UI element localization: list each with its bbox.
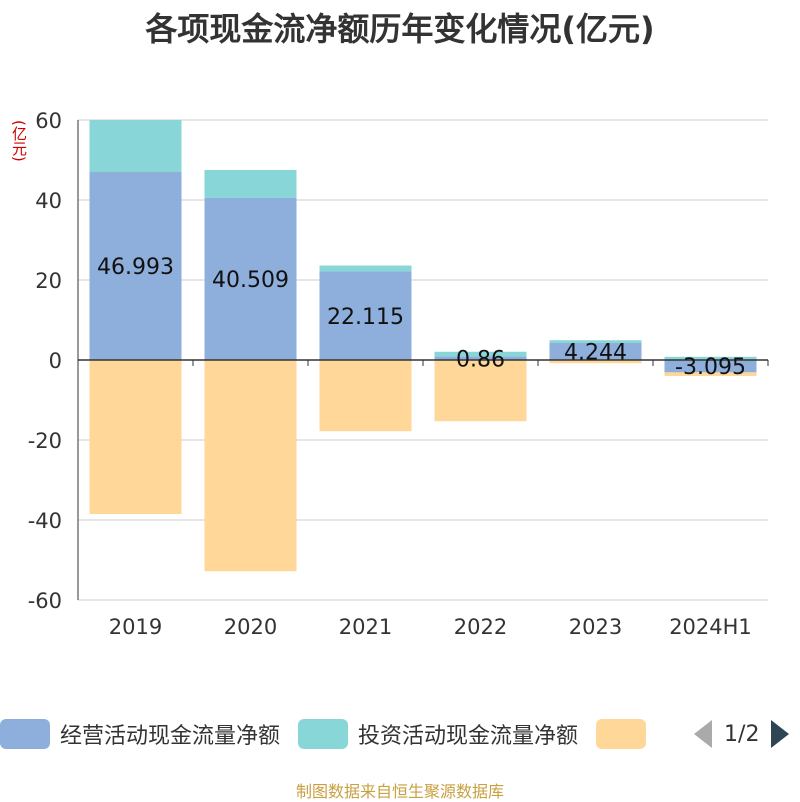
x-tick-label: 2022 [454,615,507,639]
data-label: 22.115 [327,305,404,330]
legend-page-indicator: 1/2 [724,721,760,747]
x-tick-label: 2023 [569,615,622,639]
bar-2020-series-2 [204,360,297,572]
bar-2020-series-1 [204,169,297,198]
y-tick-label: 60 [35,109,62,133]
bar-2019-series-0 [89,172,182,360]
legend-swatch [298,719,349,749]
legend-item-investing[interactable]: 投资活动现金流量净额 [298,718,578,750]
x-tick-label: 2024H1 [669,615,752,639]
x-tick-label: 2021 [339,615,392,639]
next-page-icon[interactable] [771,720,790,748]
bar-2022-series-1 [434,351,527,357]
legend-item-financing[interactable] [596,719,656,749]
bar-2021-series-1 [319,265,412,272]
legend-label: 经营活动现金流量净额 [60,724,281,749]
bar-2023-series-0 [549,343,642,360]
prev-page-icon[interactable] [694,720,713,748]
bar-2021-series-2 [319,360,412,432]
data-label: 4.244 [564,341,627,366]
bar-2021-series-0 [319,271,412,360]
bar-2024H1-series-0 [664,360,757,373]
bar-2023-series-2 [549,360,642,364]
y-tick-label: 40 [35,189,62,213]
x-tick-label: 2019 [109,615,162,639]
bar-2019-series-1 [89,120,182,173]
legend-label: 投资活动现金流量净额 [358,724,579,749]
bar-2020-series-0 [204,197,297,360]
data-label: 0.86 [456,347,505,372]
legend-pager: 1/2 [694,720,790,748]
data-source-note: 制图数据来自恒生聚源数据库 [295,782,504,801]
bar-2024H1-series-1 [664,356,757,360]
chart-title: 各项现金流净额历年变化情况(亿元) [145,10,655,48]
y-tick-label: -20 [28,429,62,453]
x-tick-label: 2020 [224,615,277,639]
data-label: 46.993 [97,255,174,280]
legend: 经营活动现金流量净额 投资活动现金流量净额 1/2 [0,716,800,752]
bar-2022-series-2 [434,360,527,422]
y-axis-unit: (亿元) [10,120,28,162]
bar-2023-series-1 [549,340,642,344]
bar-2024H1-series-2 [664,372,757,376]
legend-swatch [596,719,647,749]
legend-item-operating[interactable]: 经营活动现金流量净额 [0,718,280,750]
data-label: -3.095 [675,355,746,380]
bar-2022-series-0 [434,356,527,360]
legend-swatch [0,719,50,749]
data-label: 40.509 [212,268,289,293]
y-tick-label: 20 [35,269,62,293]
y-tick-label: 0 [49,349,62,373]
bar-2019-series-2 [89,360,182,514]
y-tick-label: -60 [28,589,62,613]
y-tick-label: -40 [28,509,62,533]
